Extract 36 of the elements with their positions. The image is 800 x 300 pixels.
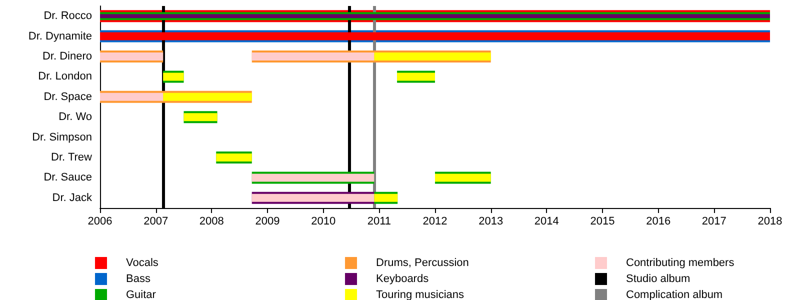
y-tick-label: Dr. Sauce	[44, 172, 92, 184]
y-tick-label: Dr. Wo	[58, 111, 92, 124]
legend-label: Touring musicians	[376, 289, 465, 300]
legend-label: Drums, Percussion	[376, 257, 469, 269]
legend-label: Bass	[126, 273, 151, 285]
bar	[374, 52, 491, 60]
bar	[100, 92, 164, 101]
bar	[252, 52, 374, 60]
x-tick-label: 2018	[758, 216, 782, 228]
bar	[163, 92, 252, 101]
x-tick-label: 2009	[255, 216, 280, 228]
x-tick-label: 2012	[422, 216, 448, 228]
x-tick-label: 2010	[311, 216, 336, 228]
x-tick-label: 2013	[478, 216, 504, 228]
x-tick-label: 2014	[534, 216, 559, 228]
y-tick-label: Dr. Rocco	[44, 10, 92, 22]
y-tick-label: Dr. Trew	[51, 152, 92, 164]
legend-label: Guitar	[126, 289, 156, 300]
legend-label: Keyboards	[376, 273, 430, 285]
x-tick-label: 2015	[590, 216, 615, 228]
y-tick-label: Dr. Dinero	[42, 50, 92, 62]
x-tick-label: 2017	[702, 216, 726, 228]
y-tick-label: Dr. Dynamite	[28, 30, 92, 42]
legend-label: Contributing members	[626, 257, 735, 269]
x-tick-label: 2006	[88, 216, 112, 228]
x-tick-label: 2011	[367, 216, 391, 228]
x-tick-label: 2007	[144, 216, 168, 228]
legend-label: Complication album	[626, 289, 723, 300]
y-tick-label: Dr. London	[38, 70, 92, 83]
x-tick-label: 2008	[199, 216, 224, 228]
y-tick-label: Dr. Simpson	[32, 131, 92, 144]
legend-label: Studio album	[626, 273, 690, 285]
y-tick-label: Dr. Space	[44, 90, 92, 103]
y-tick-label: Dr. Jack	[52, 192, 92, 204]
legend-label: Vocals	[126, 257, 159, 269]
x-tick-label: 2016	[646, 216, 671, 228]
